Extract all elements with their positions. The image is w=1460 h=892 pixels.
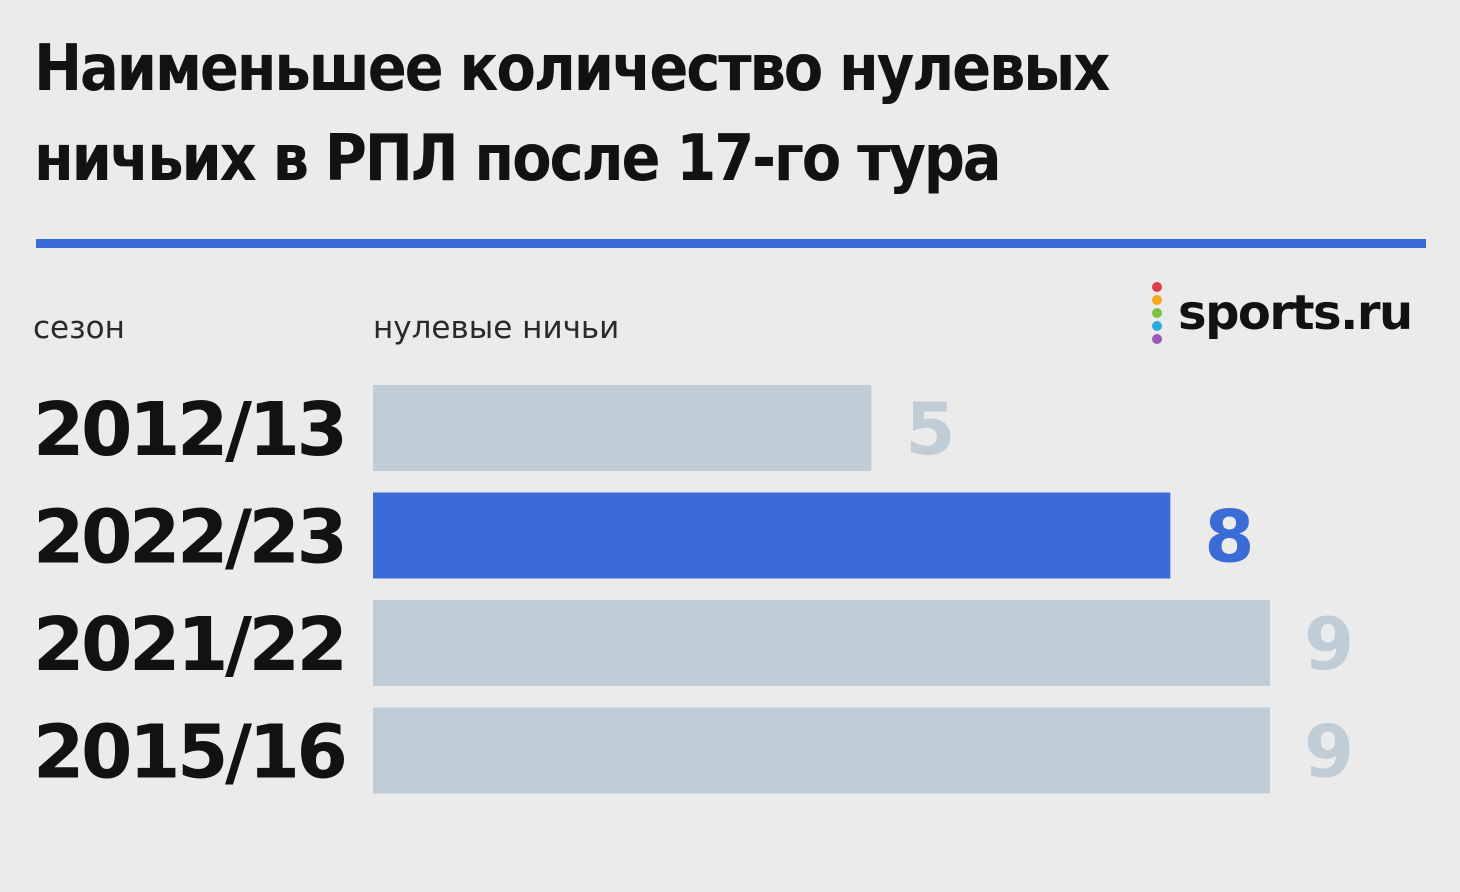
sports-ru-logo: sports.ru <box>1150 280 1413 346</box>
value-label: 9 <box>1304 710 1354 794</box>
logo-dot <box>1152 321 1162 331</box>
chart-title: Наименьшее количество нулевых ничьих в РП… <box>34 32 1110 196</box>
logo-dot <box>1152 308 1162 318</box>
bar <box>373 492 1171 579</box>
logo-dot <box>1152 282 1162 292</box>
bar <box>373 600 1270 686</box>
season-label: 2021/22 <box>33 602 344 688</box>
bar <box>373 385 872 471</box>
bar <box>373 707 1270 794</box>
logo-dots-icon <box>1152 282 1162 344</box>
value-header: нулевые ничьи <box>373 310 620 346</box>
value-label: 5 <box>905 387 955 471</box>
value-label: 9 <box>1304 602 1354 686</box>
season-label: 2022/23 <box>33 495 344 581</box>
season-label: 2015/16 <box>33 710 344 796</box>
logo-dot <box>1152 295 1162 305</box>
category-header: сезон <box>33 310 125 346</box>
value-label: 8 <box>1204 495 1254 579</box>
title-divider <box>36 239 1426 248</box>
logo-text: sports.ru <box>1178 285 1413 341</box>
season-label: 2012/13 <box>33 387 344 473</box>
logo-dot <box>1152 334 1162 344</box>
